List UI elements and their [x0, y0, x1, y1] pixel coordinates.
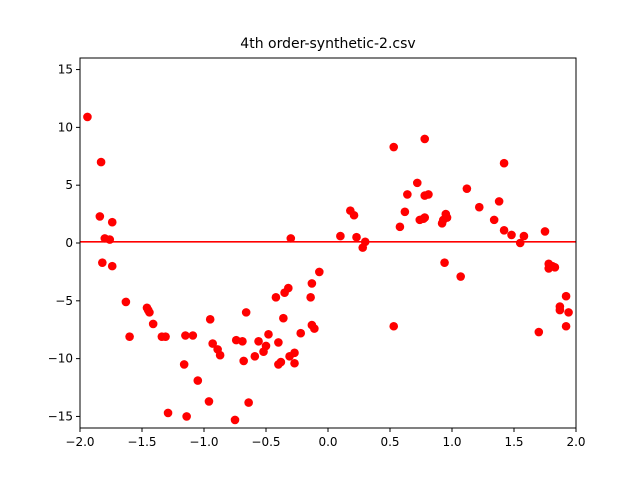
data-point [520, 232, 529, 241]
x-tick-label: −1.5 [127, 435, 156, 449]
data-point [145, 308, 154, 317]
data-point [122, 298, 131, 307]
x-tick-label: 1.0 [442, 435, 461, 449]
data-point [310, 324, 319, 333]
data-point [290, 349, 299, 358]
data-point [424, 190, 433, 199]
data-point [500, 159, 509, 168]
data-point [401, 207, 410, 216]
x-tick-label: 0.0 [318, 435, 337, 449]
data-point [562, 322, 571, 331]
data-point [231, 416, 240, 425]
data-point [420, 135, 429, 144]
data-point [352, 233, 361, 242]
data-point [389, 143, 398, 152]
data-point [105, 235, 114, 244]
data-point [83, 113, 92, 122]
data-point [164, 409, 173, 418]
data-point [440, 258, 449, 267]
data-point [182, 412, 191, 421]
data-point [308, 279, 317, 288]
data-point [287, 234, 296, 243]
x-tick-label: −2.0 [65, 435, 94, 449]
data-point [274, 338, 283, 347]
x-tick-label: −1.0 [189, 435, 218, 449]
y-tick-label: −5 [55, 294, 73, 308]
data-point [403, 190, 412, 199]
data-point [96, 212, 105, 221]
data-point [244, 398, 253, 407]
data-point [396, 223, 405, 232]
data-point [238, 337, 247, 346]
data-point [239, 357, 248, 366]
x-tick-label: −0.5 [251, 435, 280, 449]
data-point [279, 314, 288, 323]
data-point [420, 213, 429, 222]
data-point [97, 158, 106, 167]
data-point [361, 238, 370, 247]
data-point [254, 337, 263, 346]
data-point [161, 332, 170, 341]
data-point [541, 227, 550, 236]
chart-title: 4th order-synthetic-2.csv [240, 36, 415, 52]
data-point [336, 232, 345, 241]
data-point [242, 308, 251, 317]
data-point [490, 216, 499, 225]
data-point [507, 231, 516, 240]
x-tick-label: 0.5 [380, 435, 399, 449]
data-point [456, 272, 465, 281]
data-point [551, 263, 560, 272]
data-point [535, 328, 544, 337]
data-point [495, 197, 504, 206]
y-tick-label: −15 [48, 409, 73, 423]
x-tick-label: 1.5 [504, 435, 523, 449]
data-point [189, 331, 198, 340]
data-point [264, 330, 273, 339]
data-point [194, 376, 203, 385]
data-point [413, 179, 422, 188]
data-point [290, 359, 299, 368]
data-point [556, 306, 565, 315]
data-point [564, 308, 573, 317]
data-point [272, 293, 281, 302]
y-tick-label: 5 [65, 178, 73, 192]
y-tick-label: 0 [65, 236, 73, 250]
data-point [284, 284, 293, 293]
data-point [500, 226, 509, 235]
data-point [108, 262, 117, 271]
data-point [562, 292, 571, 301]
data-point [389, 322, 398, 331]
data-point [443, 213, 452, 222]
data-point [463, 184, 472, 193]
data-point [206, 315, 215, 324]
data-point [205, 397, 214, 406]
data-point [306, 293, 315, 302]
data-point [216, 351, 225, 360]
data-point [315, 268, 324, 277]
data-point [125, 332, 134, 341]
y-tick-label: 10 [58, 120, 73, 134]
data-point [108, 218, 117, 227]
data-point [180, 360, 189, 369]
data-point [262, 342, 271, 351]
data-point [277, 358, 286, 367]
data-point [350, 211, 359, 220]
data-point [251, 352, 260, 361]
data-point [475, 203, 484, 212]
data-point [98, 258, 107, 267]
y-tick-label: −10 [48, 352, 73, 366]
data-point [296, 329, 305, 338]
data-point [149, 320, 158, 329]
y-tick-label: 15 [58, 63, 73, 77]
data-point [181, 331, 190, 340]
x-tick-label: 2.0 [566, 435, 585, 449]
